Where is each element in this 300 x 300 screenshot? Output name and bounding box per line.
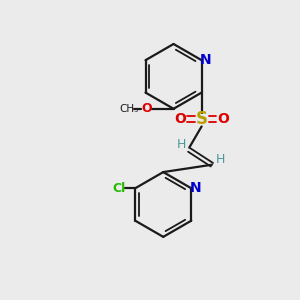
Text: H: H: [176, 138, 186, 151]
Text: S: S: [196, 110, 208, 128]
Text: O: O: [141, 102, 152, 115]
Text: H: H: [215, 153, 225, 166]
Text: N: N: [200, 53, 211, 67]
Text: O: O: [175, 112, 186, 126]
Text: Cl: Cl: [112, 182, 126, 195]
Text: N: N: [189, 181, 201, 195]
Text: O: O: [217, 112, 229, 126]
Text: CH₃: CH₃: [120, 104, 139, 114]
